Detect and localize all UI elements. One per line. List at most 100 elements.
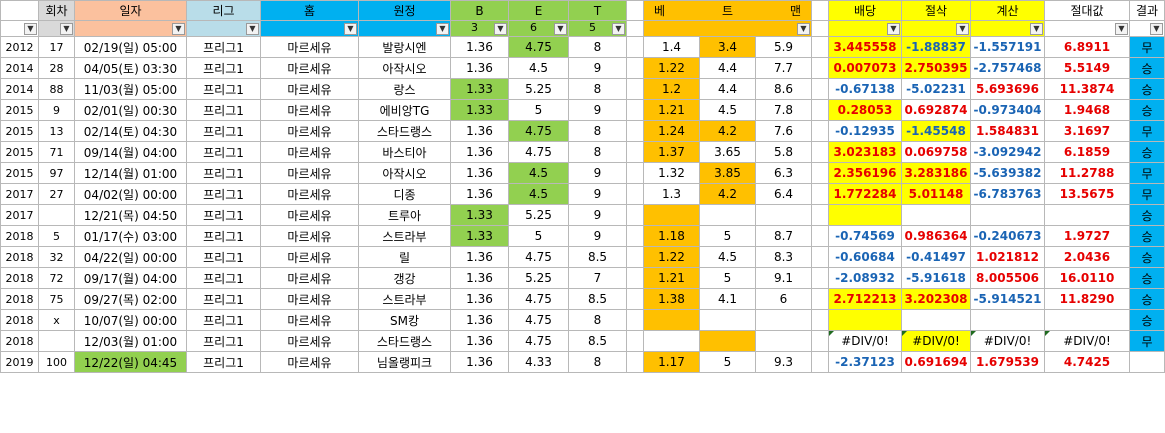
cell-b[interactable]: 1.36 <box>450 351 509 373</box>
cell-_s2[interactable] <box>811 36 829 58</box>
cell-v3[interactable]: -6.783763 <box>970 183 1045 205</box>
cell-yr[interactable]: 2015 <box>0 141 39 163</box>
cell-n[interactable]: 5 <box>38 225 75 247</box>
cell-away[interactable]: 바스티아 <box>358 141 451 163</box>
cell-v1[interactable]: 3.445558 <box>828 36 902 58</box>
cell-b[interactable]: 1.36 <box>450 267 509 289</box>
cell-_s2[interactable] <box>811 204 829 226</box>
cell-_s1[interactable] <box>626 141 644 163</box>
cell-res[interactable]: 승 <box>1129 78 1165 100</box>
cell-res[interactable]: 승 <box>1129 99 1165 121</box>
filter-dropdown-icon[interactable]: ▼ <box>1115 23 1128 35</box>
cell-m2[interactable]: 4.4 <box>700 79 756 99</box>
cell-m3[interactable] <box>756 206 811 225</box>
cell-away[interactable]: 디종 <box>358 183 451 205</box>
cell-yr[interactable]: 2014 <box>0 78 39 100</box>
cell-v1[interactable]: -0.74569 <box>828 225 902 247</box>
cell-_s1[interactable] <box>626 120 644 142</box>
filter-dropdown-icon[interactable]: ▼ <box>436 23 449 35</box>
cell-date[interactable]: 11/03(월) 05:00 <box>74 78 187 100</box>
cell-_s2[interactable] <box>811 309 829 331</box>
cell-t[interactable]: 8 <box>568 120 627 142</box>
cell-e[interactable]: 4.5 <box>508 162 569 184</box>
cell-m3[interactable]: 5.9 <box>773 40 794 54</box>
cell-yr[interactable]: 2017 <box>0 183 39 205</box>
cell-v1[interactable]: -0.12935 <box>828 120 902 142</box>
cell-e[interactable]: 4.75 <box>508 288 569 310</box>
cell-b[interactable]: 1.36 <box>450 36 509 58</box>
cell-res[interactable]: 승 <box>1129 288 1165 310</box>
cell-n[interactable]: 75 <box>38 288 75 310</box>
filter-dropdown-icon[interactable]: ▼ <box>60 23 73 35</box>
filter-dropdown-icon[interactable]: ▼ <box>612 23 625 35</box>
cell-date[interactable]: 12/03(월) 01:00 <box>74 330 187 352</box>
cell-date[interactable]: 02/19(일) 05:00 <box>74 36 187 58</box>
cell-m1[interactable]: 1.17 <box>644 352 700 372</box>
cell-m3[interactable]: 6.3 <box>773 166 794 180</box>
cell-b[interactable]: 1.33 <box>450 225 509 247</box>
cell-n[interactable]: 71 <box>38 141 75 163</box>
cell-v3[interactable]: -5.639382 <box>970 162 1045 184</box>
cell-m1[interactable] <box>644 205 700 225</box>
cell-e[interactable]: 5.25 <box>508 267 569 289</box>
cell-n[interactable] <box>38 204 75 226</box>
cell-v2[interactable]: 5.01148 <box>901 183 971 205</box>
cell-v2[interactable]: 3.202308 <box>901 288 971 310</box>
cell-n[interactable]: 9 <box>38 99 75 121</box>
cell-_s1[interactable] <box>626 204 644 226</box>
cell-v4[interactable]: 11.2788 <box>1044 162 1130 184</box>
cell-t[interactable]: 9 <box>568 225 627 247</box>
cell-date[interactable]: 12/22(일) 04:45 <box>74 351 187 373</box>
cell-res[interactable]: 무 <box>1129 183 1165 205</box>
cell-lg[interactable]: 프리그1 <box>186 57 261 79</box>
cell-_s2[interactable] <box>811 267 829 289</box>
cell-res[interactable]: 무 <box>1129 162 1165 184</box>
cell-date[interactable]: 09/14(월) 04:00 <box>74 141 187 163</box>
cell-t[interactable]: 9 <box>568 183 627 205</box>
cell-date[interactable]: 09/17(월) 04:00 <box>74 267 187 289</box>
cell-m2[interactable]: 4.5 <box>700 247 756 267</box>
cell-v3[interactable]: -0.973404 <box>970 99 1045 121</box>
cell-n[interactable]: 97 <box>38 162 75 184</box>
cell-m2[interactable]: 3.85 <box>700 163 756 183</box>
cell-v2[interactable]: 3.283186 <box>901 162 971 184</box>
cell-away[interactable]: 아작시오 <box>358 162 451 184</box>
cell-v2[interactable]: 0.069758 <box>901 141 971 163</box>
filter-dropdown-icon[interactable]: ▼ <box>1030 23 1043 35</box>
cell-yr[interactable]: 2015 <box>0 120 39 142</box>
cell-v4[interactable] <box>1044 204 1130 226</box>
cell-home[interactable]: 마르세유 <box>260 78 359 100</box>
cell-v3[interactable]: -2.757468 <box>970 57 1045 79</box>
cell-yr[interactable]: 2017 <box>0 204 39 226</box>
cell-away[interactable]: SM캉 <box>358 309 451 331</box>
cell-m1[interactable]: 1.32 <box>645 163 700 183</box>
cell-_s2[interactable] <box>811 78 829 100</box>
cell-b[interactable]: 1.36 <box>450 288 509 310</box>
cell-b[interactable]: 1.36 <box>450 57 509 79</box>
cell-_s1[interactable] <box>626 225 644 247</box>
cell-m1[interactable]: 1.24 <box>644 121 700 141</box>
cell-e[interactable]: 4.75 <box>508 36 569 58</box>
cell-m1[interactable]: 1.18 <box>644 226 700 246</box>
cell-lg[interactable]: 프리그1 <box>186 120 261 142</box>
cell-m3[interactable] <box>756 311 811 330</box>
cell-t[interactable]: 8 <box>568 78 627 100</box>
cell-e[interactable]: 4.75 <box>508 309 569 331</box>
cell-e[interactable]: 4.75 <box>508 141 569 163</box>
cell-m2[interactable]: 5 <box>700 352 756 372</box>
cell-m2[interactable] <box>700 310 756 330</box>
cell-home[interactable]: 마르세유 <box>260 162 359 184</box>
cell-_s1[interactable] <box>626 78 644 100</box>
cell-yr[interactable]: 2018 <box>0 309 39 331</box>
cell-v2[interactable] <box>901 204 971 226</box>
cell-v1[interactable]: 2.712213 <box>828 288 902 310</box>
cell-m1[interactable]: 1.22 <box>644 247 700 267</box>
cell-v1[interactable]: 1.772284 <box>828 183 902 205</box>
cell-_s2[interactable] <box>811 162 829 184</box>
cell-v3[interactable]: 8.005506 <box>970 267 1045 289</box>
cell-m3[interactable]: 9.3 <box>773 355 794 369</box>
cell-v2[interactable]: -5.91618 <box>901 267 971 289</box>
cell-n[interactable]: x <box>38 309 75 331</box>
cell-v4[interactable]: 16.0110 <box>1044 267 1130 289</box>
cell-lg[interactable]: 프리그1 <box>186 162 261 184</box>
